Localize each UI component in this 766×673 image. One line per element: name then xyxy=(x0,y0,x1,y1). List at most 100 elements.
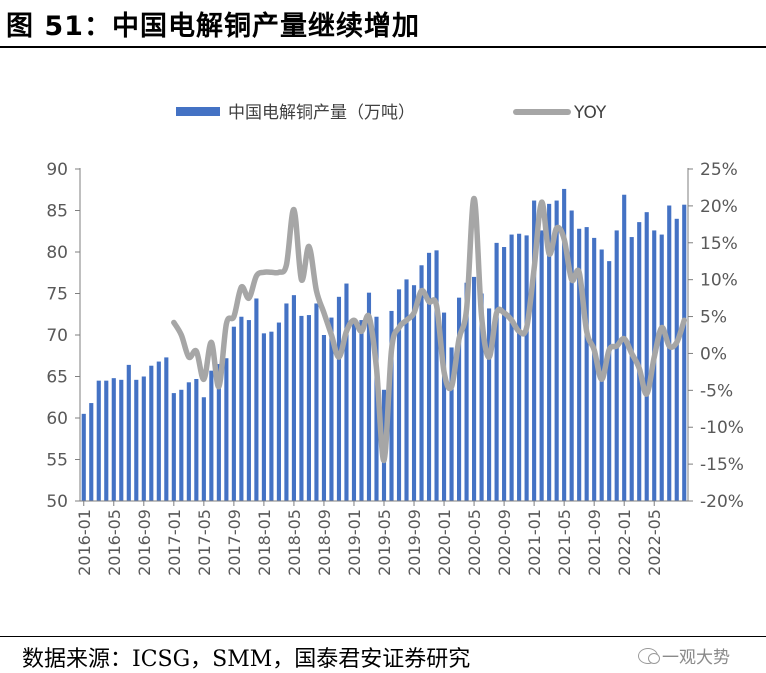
legend-bar-label: 中国电解铜产量（万吨） xyxy=(228,103,415,123)
bar-2020-01 xyxy=(441,312,447,501)
bar-2021-05 xyxy=(562,188,567,502)
bar-2017-04 xyxy=(194,378,199,501)
bar-2016-07 xyxy=(126,364,131,501)
bar-2018-03 xyxy=(276,322,281,501)
bar-2016-10 xyxy=(149,365,154,501)
bar-2019-11 xyxy=(426,252,432,501)
bar-2018-09 xyxy=(321,335,327,501)
bar-2021-12 xyxy=(614,230,619,502)
watermark: 一观大势 xyxy=(638,643,730,668)
x-tick-label: 2019-01 xyxy=(345,509,364,576)
bar-2017-05 xyxy=(201,397,206,501)
bar-2018-01 xyxy=(261,333,266,501)
x-tick-label: 2022-05 xyxy=(645,509,664,576)
bar-2016-04 xyxy=(104,380,109,501)
bar-2019-12 xyxy=(434,250,439,501)
bar-2018-04 xyxy=(284,303,289,501)
x-tick-label: 2016-01 xyxy=(75,509,94,576)
yoy-line xyxy=(171,195,687,464)
bar-2018-12 xyxy=(344,283,349,501)
bar-2022-09 xyxy=(682,204,687,501)
x-tick-label: 2016-09 xyxy=(135,509,154,576)
bar-2017-11 xyxy=(246,320,251,501)
bar-2020-08 xyxy=(494,242,499,501)
title-divider xyxy=(0,46,766,48)
bar-2022-04 xyxy=(644,212,649,501)
bar-2019-03 xyxy=(366,292,372,501)
footer-divider xyxy=(0,636,766,637)
bar-2019-09 xyxy=(411,285,417,501)
bar-2016-01 xyxy=(81,413,86,501)
bar-2017-10 xyxy=(239,316,244,501)
bar-2018-05 xyxy=(291,295,296,501)
x-tick-label: 2017-05 xyxy=(195,509,214,576)
bar-2022-01 xyxy=(622,194,627,502)
bar-2020-11 xyxy=(517,233,522,502)
y-right-tick-label: 0% xyxy=(700,344,727,364)
y-axis-left-labels: 50 55 60 65 70 75 80 85 90 xyxy=(46,160,68,512)
bar-2021-09 xyxy=(592,237,597,501)
bar-2017-12 xyxy=(254,298,259,501)
y-left-tick-label: 60 xyxy=(46,409,68,429)
bar-2021-02 xyxy=(539,230,544,502)
bar-2019-07 xyxy=(396,289,402,501)
bar-2016-03 xyxy=(96,380,101,501)
bar-2017-08 xyxy=(224,358,229,501)
legend-bar-swatch xyxy=(176,107,220,116)
watermark-text: 一观大势 xyxy=(662,648,730,668)
y-left-tick-label: 85 xyxy=(46,202,68,222)
bar-2019-10 xyxy=(419,265,424,501)
bar-2016-12 xyxy=(164,357,169,501)
bar-2017-06 xyxy=(209,370,214,501)
bar-2016-02 xyxy=(89,403,94,501)
bar-series xyxy=(81,188,687,502)
bar-2021-07 xyxy=(577,228,582,501)
y-left-tick-label: 55 xyxy=(46,451,68,471)
x-tick-label: 2017-01 xyxy=(165,509,184,576)
bar-2019-04 xyxy=(374,316,379,501)
bar-2017-03 xyxy=(186,382,191,501)
y-right-tick-label: -10% xyxy=(700,418,744,438)
y-right-tick-label: 25% xyxy=(700,160,738,180)
bar-2020-10 xyxy=(509,234,514,501)
bar-2017-09 xyxy=(231,326,236,501)
x-tick-label: 2017-09 xyxy=(225,509,244,576)
bar-2020-12 xyxy=(524,235,529,501)
y-right-tick-label: 20% xyxy=(700,197,738,217)
bar-2016-05 xyxy=(111,378,116,501)
bar-2020-06 xyxy=(479,293,484,501)
bar-2020-03 xyxy=(457,297,462,501)
bar-2020-05 xyxy=(472,276,477,501)
y-left-tick-label: 80 xyxy=(46,243,68,263)
x-tick-label: 2020-05 xyxy=(465,509,484,576)
axes xyxy=(75,168,693,506)
chart-legend: 中国电解铜产量（万吨） YOY xyxy=(176,103,607,123)
x-tick-label: 2021-09 xyxy=(585,509,604,576)
bar-2018-02 xyxy=(269,331,274,501)
bar-2021-04 xyxy=(554,200,559,502)
bar-2018-08 xyxy=(314,303,319,501)
x-axis-labels: 2016-01 2016-05 2016-09 2017-01 2017-05 2017-… xyxy=(75,509,664,576)
bar-2019-08 xyxy=(404,279,409,501)
bar-2016-09 xyxy=(141,376,146,501)
y-left-tick-label: 50 xyxy=(46,492,68,512)
bar-2017-02 xyxy=(179,389,184,501)
y-right-tick-label: -5% xyxy=(700,381,733,401)
wechat-icon xyxy=(638,647,660,664)
y-right-tick-label: -15% xyxy=(700,455,744,475)
source-note: 数据来源：ICSG，SMM，国泰君安证券研究 xyxy=(22,647,471,672)
bar-2016-06 xyxy=(119,379,124,501)
bar-2018-10 xyxy=(329,317,334,501)
y-left-tick-label: 90 xyxy=(46,160,68,180)
bar-2022-02 xyxy=(629,237,634,501)
bar-2021-11 xyxy=(607,261,612,501)
page-title: 图 51：中国电解铜产量继续增加 xyxy=(6,11,420,42)
yoy-series xyxy=(171,195,687,464)
x-tick-label: 2016-05 xyxy=(105,509,124,576)
bar-2019-01 xyxy=(351,323,357,501)
y-axis-right-labels: -20% -15% -10% -5% 0% 5% 10% 15% 20% 25% xyxy=(700,160,744,512)
bar-2018-06 xyxy=(299,315,304,501)
y-left-tick-label: 75 xyxy=(46,285,68,305)
bar-2021-01 xyxy=(532,200,537,502)
